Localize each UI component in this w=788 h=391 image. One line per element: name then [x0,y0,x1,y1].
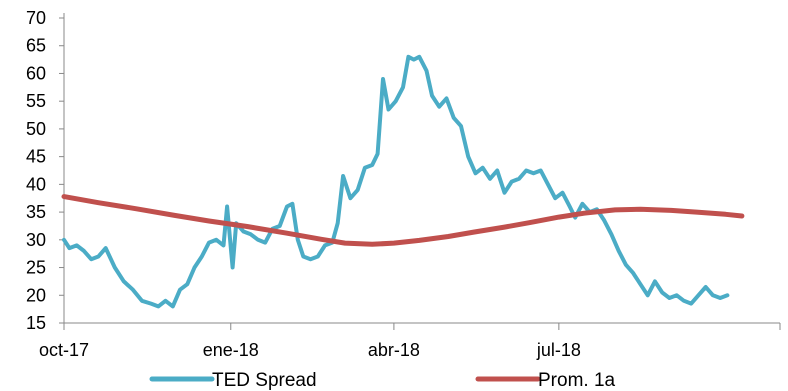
legend-label: Prom. 1a [538,370,616,391]
y-tick-label: 35 [26,202,46,222]
one-year-average-line [61,194,745,247]
legend: TED Spread Prom. 1a [149,370,616,391]
ted-spread-line [62,54,730,309]
x-tick-label: oct-17 [39,340,89,360]
y-tick-label: 70 [26,8,46,28]
y-tick-label: 20 [26,285,46,305]
y-axis: 15 20 25 30 35 40 45 50 55 60 65 70 [26,8,65,333]
y-tick-label: 40 [26,174,46,194]
y-tick-label: 45 [26,147,46,167]
y-tick-label: 55 [26,91,46,111]
legend-item-ted-spread: TED Spread [149,370,317,391]
y-tick-label: 65 [26,36,46,56]
x-tick-label: ene-18 [203,340,259,360]
legend-label: TED Spread [212,370,317,391]
x-tick-label: abr-18 [368,340,420,360]
y-tick-label: 60 [26,63,46,83]
legend-item-prom-1a: Prom. 1a [475,370,616,391]
x-axis: oct-17 ene-18 abr-18 jul-18 [39,322,781,360]
x-tick-label: jul-18 [536,340,581,360]
y-tick-label: 25 [26,258,46,278]
series-layer [61,54,745,309]
y-tick-label: 30 [26,230,46,250]
y-tick-label: 15 [26,313,46,333]
y-tick-label: 50 [26,119,46,139]
